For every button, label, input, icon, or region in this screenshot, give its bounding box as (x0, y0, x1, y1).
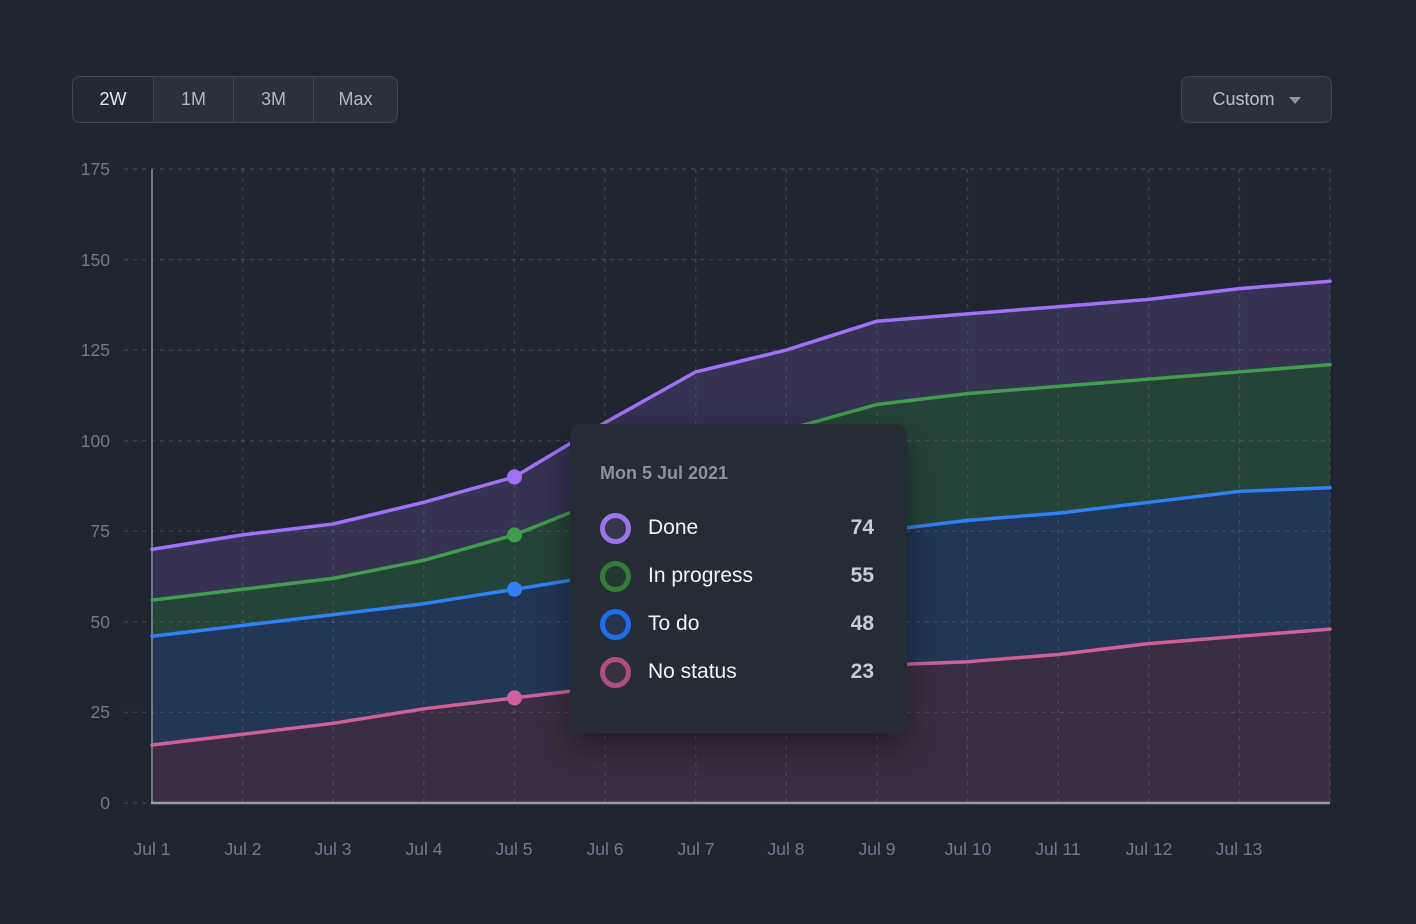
tooltip-value: 48 (850, 612, 874, 635)
y-axis-tick-label: 100 (80, 431, 110, 451)
highlight-dot-no-status (507, 690, 522, 706)
tooltip-row-to-do: To do 48 (600, 600, 874, 648)
x-axis-tick-label: Jul 7 (677, 839, 715, 859)
x-axis-tick-label: Jul 12 (1125, 839, 1173, 859)
tooltip-label: To do (648, 612, 700, 635)
custom-range-dropdown[interactable]: Custom (1181, 76, 1332, 123)
highlight-dot-done (507, 469, 522, 485)
in-progress-legend-ring-icon (600, 560, 631, 592)
tooltip-label: In progress (648, 564, 754, 587)
tooltip-label: Done (648, 516, 699, 539)
x-axis-tick-label: Jul 2 (224, 839, 262, 859)
x-axis-tick-label: Jul 5 (495, 839, 533, 859)
x-axis-tick-label: Jul 8 (767, 839, 805, 859)
tooltip-date: Mon 5 Jul 2021 (600, 463, 729, 483)
to-do-legend-ring-icon (600, 608, 631, 640)
no-status-legend-ring-icon (600, 656, 631, 688)
x-axis-tick-label: Jul 9 (858, 839, 896, 859)
tooltip-row-done: Done 74 (600, 504, 874, 552)
tooltip-row-in-progress: In progress 55 (600, 552, 874, 600)
custom-range-label: Custom (1212, 89, 1275, 109)
done-legend-ring-icon (600, 512, 631, 544)
x-axis-tick-label: Jul 11 (1035, 839, 1081, 859)
y-axis-tick-label: 150 (80, 250, 110, 270)
y-axis-tick-label: 25 (90, 702, 110, 722)
x-axis-tick-label: Jul 4 (405, 839, 443, 859)
x-axis-tick-label: Jul 1 (133, 839, 171, 859)
tooltip-value: 23 (850, 660, 874, 683)
x-axis-tick-label: Jul 10 (944, 839, 992, 859)
y-axis-tick-label: 175 (80, 159, 110, 179)
tooltip-label: No status (648, 660, 737, 683)
highlight-dot-to-do (507, 581, 522, 597)
y-axis-tick-label: 125 (80, 340, 110, 360)
tooltip-value: 55 (850, 564, 874, 587)
tooltip-row-no-status: No status 23 (600, 648, 874, 696)
time-range-3m-button[interactable]: 3M (233, 77, 313, 122)
chevron-down-icon (1288, 97, 1301, 104)
x-axis-tick-label: Jul 3 (314, 839, 352, 859)
x-axis-tick-label: Jul 6 (586, 839, 624, 859)
y-axis-tick-label: 75 (90, 521, 110, 541)
tooltip-value: 74 (850, 516, 874, 539)
x-axis-tick-label: Jul 13 (1215, 839, 1263, 859)
time-range-max-button[interactable]: Max (313, 77, 397, 122)
time-range-2w-button[interactable]: 2W (73, 77, 153, 122)
y-axis-tick-label: 0 (100, 793, 110, 813)
chart-tooltip: Mon 5 Jul 2021 Done 74 In progress 55 To… (570, 424, 907, 733)
highlight-dot-in-progress (507, 527, 522, 543)
time-range-selector: 2W 1M 3M Max (72, 76, 398, 123)
time-range-1m-button[interactable]: 1M (153, 77, 233, 122)
y-axis-tick-label: 50 (90, 612, 110, 632)
